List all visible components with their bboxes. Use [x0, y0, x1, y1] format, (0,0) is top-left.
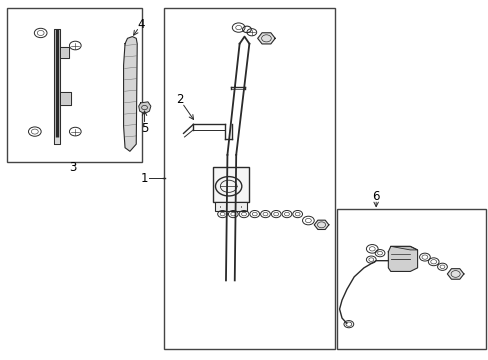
Bar	[215, 202, 246, 211]
Polygon shape	[139, 102, 151, 114]
Polygon shape	[60, 92, 71, 105]
Bar	[163, 8, 334, 348]
Bar	[212, 167, 249, 202]
Polygon shape	[314, 220, 328, 229]
Text: 1: 1	[140, 172, 148, 185]
Text: 5: 5	[141, 122, 148, 135]
Bar	[6, 8, 142, 162]
Polygon shape	[447, 269, 463, 279]
Text: 2: 2	[176, 93, 183, 106]
Text: 4: 4	[137, 18, 144, 31]
Polygon shape	[54, 30, 60, 144]
Polygon shape	[390, 246, 417, 250]
Polygon shape	[60, 47, 69, 58]
Text: 3: 3	[69, 161, 77, 174]
Bar	[336, 209, 485, 348]
Polygon shape	[257, 33, 275, 44]
Polygon shape	[123, 37, 137, 151]
Text: 6: 6	[372, 190, 379, 203]
Polygon shape	[387, 246, 417, 271]
